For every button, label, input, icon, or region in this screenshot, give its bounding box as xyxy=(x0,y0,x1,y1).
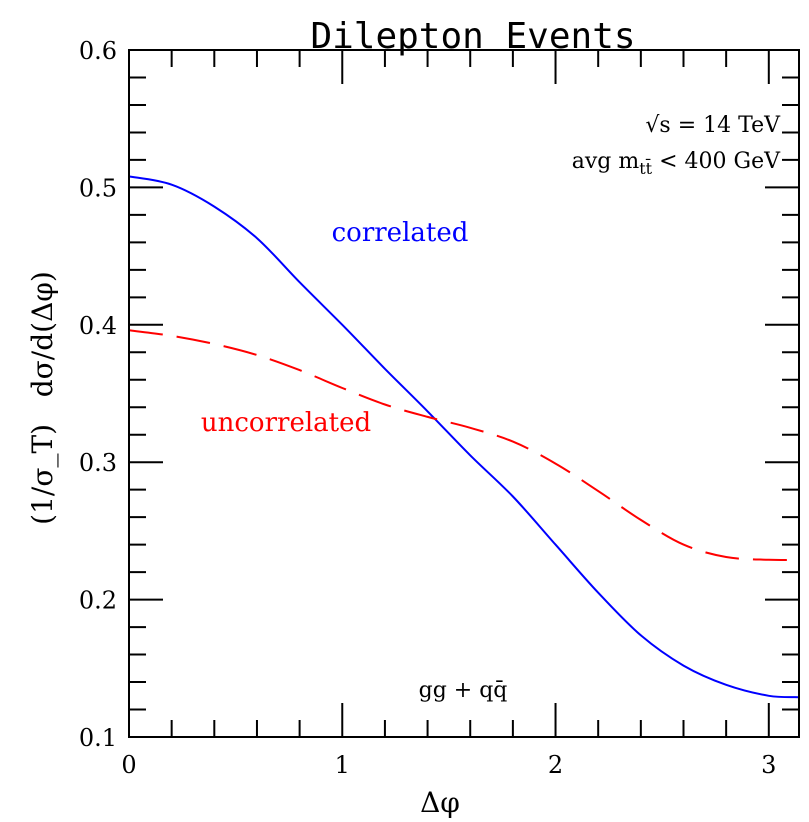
mass-cut-annotation: avg mtt̄ < 400 GeV xyxy=(572,149,781,178)
y-tick-label: 0.6 xyxy=(79,37,117,65)
y-tick-label: 0.3 xyxy=(79,449,117,477)
y-tick-label: 0.1 xyxy=(79,724,117,752)
x-tick-label: 3 xyxy=(761,751,776,779)
series-layer xyxy=(128,175,800,699)
y-tick-label: 0.4 xyxy=(79,312,117,340)
plot-frame xyxy=(128,49,800,738)
x-tick-labels: 0 1 2 3 xyxy=(121,751,776,779)
x-tick-label: 1 xyxy=(335,751,350,779)
x-axis-label: Δφ xyxy=(420,786,460,819)
energy-annotation: √s = 14 TeV xyxy=(645,113,781,138)
y-tick-label: 0.2 xyxy=(79,587,117,615)
chart-title: Dilepton Events xyxy=(310,16,635,57)
x-tick-label: 0 xyxy=(121,751,136,779)
series-line-correlated xyxy=(128,175,800,699)
y-tick-labels: 0.1 0.2 0.3 0.4 0.5 0.6 xyxy=(79,37,117,752)
y-axis-label: (1/σ_T) dσ/d(Δφ) xyxy=(26,271,59,525)
process-annotation: gg + qq̄ xyxy=(419,678,508,703)
y-tick-label: 0.5 xyxy=(79,174,117,202)
series-label-correlated: correlated xyxy=(332,218,469,248)
series-line-uncorrelated xyxy=(128,329,800,561)
x-tick-label: 2 xyxy=(548,751,563,779)
series-label-uncorrelated: uncorrelated xyxy=(201,408,371,438)
